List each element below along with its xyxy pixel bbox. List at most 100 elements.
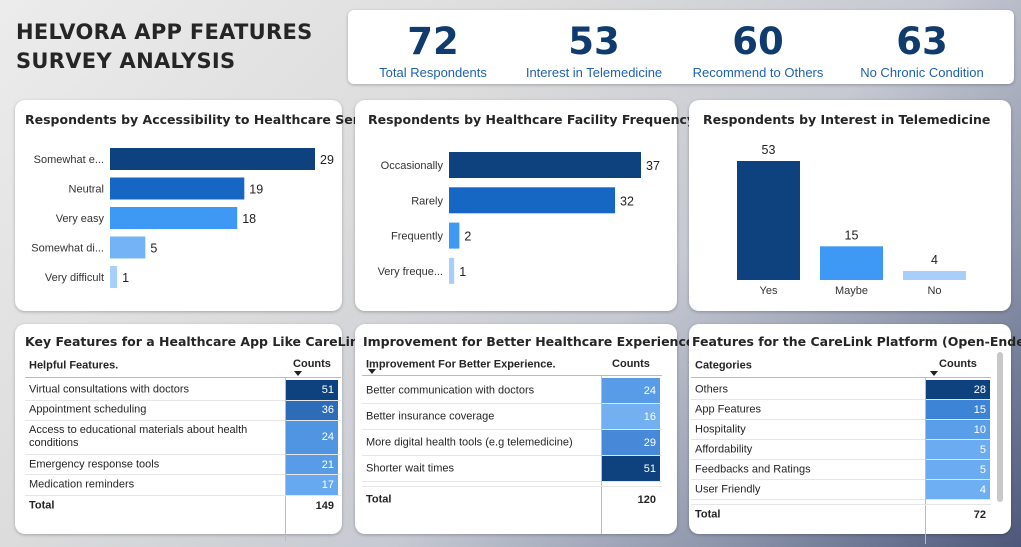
- row-label: Others: [695, 383, 729, 395]
- table-row: Better communication with doctors 24: [362, 378, 662, 404]
- row-count: 15: [926, 400, 990, 419]
- bar[interactable]: [449, 187, 616, 214]
- data-label: 2: [464, 230, 471, 244]
- column-header-counts[interactable]: Counts: [939, 358, 977, 370]
- data-label: 29: [320, 153, 334, 167]
- category-label: Maybe: [835, 285, 868, 297]
- row-count: 51: [286, 380, 338, 400]
- chart-title: Respondents by Accessibility to Healthca…: [25, 112, 395, 127]
- row-label: Medication reminders: [29, 478, 135, 491]
- table-title: Features for the CareLink Platform (Open…: [692, 334, 1021, 349]
- sort-arrow-icon[interactable]: [294, 371, 302, 376]
- row-count: 17: [286, 475, 338, 495]
- column-header-counts[interactable]: Counts: [612, 358, 650, 370]
- table-total-row: Total 120: [362, 486, 662, 512]
- category-label: Rarely: [411, 195, 443, 207]
- bar[interactable]: [820, 246, 883, 280]
- facility-frequency-chart-card: Respondents by Healthcare Facility Frequ…: [355, 100, 695, 311]
- table-row: Medication reminders 17: [25, 475, 341, 496]
- sort-arrow-icon[interactable]: [368, 369, 376, 374]
- row-count: 36: [286, 400, 338, 420]
- category-label: Somewhat di...: [31, 243, 104, 255]
- table-total-row: Total 149: [25, 495, 341, 516]
- improvement-table-card: Improvement for Better Healthcare Experi…: [355, 324, 694, 534]
- bar[interactable]: [110, 177, 245, 200]
- data-label: 37: [646, 159, 660, 173]
- bar[interactable]: [737, 161, 800, 280]
- bar[interactable]: [449, 257, 455, 284]
- column-header-label[interactable]: Helpful Features.: [29, 359, 119, 371]
- row-label: Better insurance coverage: [366, 410, 495, 422]
- row-count: 16: [602, 404, 660, 429]
- chart-title: Respondents by Healthcare Facility Frequ…: [368, 112, 696, 127]
- data-label: 1: [459, 265, 466, 279]
- accessibility-chart-card: Respondents by Accessibility to Healthca…: [15, 100, 395, 311]
- bar[interactable]: [110, 266, 118, 288]
- total-value: 120: [637, 493, 656, 506]
- column-header-label[interactable]: Improvement For Better Experience.: [366, 358, 556, 370]
- row-label: Shorter wait times: [366, 462, 455, 474]
- category-label: Occasionally: [381, 160, 444, 172]
- table-scrollbar[interactable]: [997, 352, 1003, 502]
- page-title: HELVORA APP FEATURES SURVEY ANALYSIS: [16, 20, 313, 73]
- column-divider: [285, 378, 286, 541]
- category-label: Frequently: [391, 231, 443, 243]
- bar[interactable]: [110, 236, 146, 259]
- column-divider: [925, 378, 926, 544]
- bar[interactable]: [449, 222, 460, 249]
- telemedicine-column-chart: 53 Yes 15 Maybe 4 No: [737, 143, 966, 297]
- table-row: Virtual consultations with doctors 51: [25, 380, 341, 401]
- facility-frequency-bar-chart: Occasionally 37 Rarely 32 Frequently 2 Very fr…: [378, 152, 660, 284]
- kpi-value: 53: [568, 20, 620, 63]
- platform-table: Categories Counts Others 28 App Features 15 Ho…: [691, 354, 991, 544]
- row-count: 10: [926, 420, 990, 439]
- row-count: 24: [602, 378, 660, 403]
- category-label: Very freque...: [378, 266, 443, 278]
- row-label: App Features: [695, 403, 762, 415]
- row-label: User Friendly: [695, 483, 761, 495]
- column-header-counts[interactable]: Counts: [293, 358, 331, 370]
- accessibility-bar-chart: Somewhat e... 29 Neutral 19 Very easy 18 Somew…: [31, 148, 334, 288]
- sort-arrow-icon[interactable]: [930, 371, 938, 376]
- data-label: 4: [931, 253, 938, 267]
- data-label: 32: [620, 194, 634, 208]
- category-label: Neutral: [69, 184, 104, 196]
- table-row: Emergency response tools 21: [25, 454, 341, 476]
- row-label: Appointment scheduling: [29, 403, 147, 416]
- total-value: 149: [315, 499, 334, 512]
- row-label: More digital health tools (e.g telemedic…: [366, 436, 573, 448]
- bar[interactable]: [903, 271, 966, 280]
- kpi-value: 72: [407, 20, 459, 63]
- kpi-total-respondents: 72 Total Respondents: [358, 10, 508, 81]
- data-label: 5: [150, 242, 157, 256]
- table-row: More digital health tools (e.g telemedic…: [362, 430, 662, 456]
- row-count: 4: [926, 480, 990, 499]
- column-header-label[interactable]: Categories: [695, 359, 752, 371]
- category-label: Very easy: [56, 213, 105, 225]
- table-row: Affordability 5: [691, 440, 991, 460]
- improvement-table: Improvement For Better Experience. Counts…: [362, 354, 662, 534]
- telemedicine-chart-card: Respondents by Interest in Telemedicine …: [689, 100, 1011, 311]
- row-count: 5: [926, 440, 990, 459]
- data-label: 19: [249, 183, 263, 197]
- row-label: Feedbacks and Ratings: [695, 463, 811, 475]
- table-header: Improvement For Better Experience. Counts: [362, 354, 662, 376]
- kpi-label: No Chronic Condition: [860, 65, 984, 80]
- row-count: 21: [286, 454, 338, 475]
- row-label: Hospitality: [695, 423, 746, 435]
- features-table-card: Key Features for a Healthcare App Like C…: [15, 324, 367, 541]
- table-row: Hospitality 10: [691, 420, 991, 440]
- table-title: Improvement for Better Healthcare Experi…: [363, 334, 695, 349]
- bar[interactable]: [110, 148, 315, 170]
- bar[interactable]: [449, 152, 641, 178]
- total-label: Total: [695, 508, 721, 520]
- bar[interactable]: [110, 207, 238, 229]
- table-row: Feedbacks and Ratings 5: [691, 460, 991, 480]
- kpi-interest-telemedicine: 53 Interest in Telemedicine: [518, 10, 670, 81]
- data-label: 53: [762, 143, 776, 157]
- table-row: Shorter wait times 51: [362, 456, 662, 482]
- table-row: Better insurance coverage 16: [362, 404, 662, 430]
- table-header: Helpful Features. Counts: [25, 354, 341, 378]
- features-table: Helpful Features. Counts Virtual consultat…: [25, 354, 341, 541]
- total-label: Total: [366, 493, 392, 505]
